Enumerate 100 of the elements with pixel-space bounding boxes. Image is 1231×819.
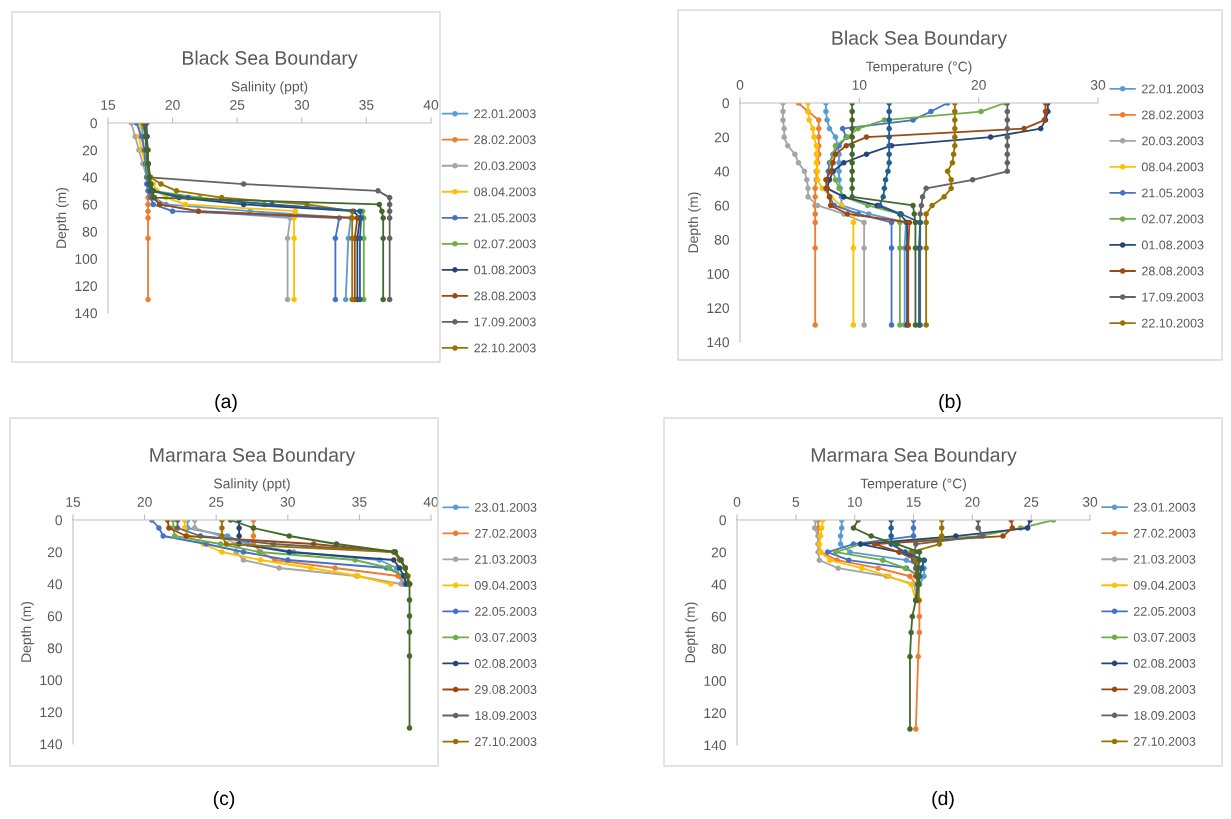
y-tick-label: 80 <box>82 226 98 237</box>
x-tick-label: 30 <box>1090 80 1106 90</box>
x-tick-label: 35 <box>352 497 367 507</box>
legend-label: 08.04.2003 <box>1141 162 1204 172</box>
x-tick-label: 40 <box>423 100 439 110</box>
x-tick-label: 15 <box>906 497 921 507</box>
chart-title: Black Sea Boundary <box>832 30 1008 49</box>
legend-label: 27.02.2003 <box>475 528 537 538</box>
x-tick-label: 10 <box>852 80 867 90</box>
legend-label: 27.02.2003 <box>1133 528 1196 538</box>
legend-label: 09.04.2003 <box>474 581 537 590</box>
y-tick-label: 100 <box>40 675 63 686</box>
y-tick-label: 20 <box>47 547 63 558</box>
y-tick-label: 20 <box>82 145 98 156</box>
legend-label: 29.08.2003 <box>1133 685 1196 694</box>
y-tick-label: 40 <box>714 166 730 177</box>
x-tick-label: 25 <box>1024 497 1039 507</box>
y-tick-label: 60 <box>711 611 727 622</box>
x-tick-label: 20 <box>971 80 986 90</box>
y-tick-label: 100 <box>707 269 730 279</box>
legend-label: 01.08.2003 <box>1141 240 1204 250</box>
x-axis-title: Salinity (ppt) <box>214 478 290 492</box>
x-tick-label: 25 <box>209 497 224 507</box>
legend-label: 17.09.2003 <box>1142 292 1204 302</box>
chart-title: Marmara Sea Boundary <box>150 447 356 466</box>
y-tick-label: 140 <box>40 739 63 750</box>
x-tick-label: 30 <box>1082 497 1098 507</box>
legend-label: 17.09.2003 <box>474 317 536 327</box>
y-tick-label: 0 <box>90 118 98 129</box>
y-tick-label: 100 <box>704 676 727 686</box>
y-tick-label: 20 <box>711 547 727 558</box>
legend-label: 03.07.2003 <box>1133 632 1196 642</box>
chart-title: Black Sea Boundary <box>183 50 358 69</box>
y-axis-title: Depth (m) <box>20 601 34 662</box>
legend-label: 28.02.2003 <box>474 135 536 145</box>
y-tick-label: 80 <box>714 234 730 245</box>
x-tick-label: 20 <box>965 497 980 507</box>
y-tick-label: 80 <box>47 643 63 654</box>
x-tick-label: 5 <box>792 497 800 507</box>
y-tick-label: 40 <box>47 579 63 590</box>
legend-label: 20.03.2003 <box>1142 136 1204 146</box>
x-tick-label: 20 <box>165 100 180 110</box>
legend-label: 18.09.2003 <box>475 711 537 720</box>
legend-label: 22.05.2003 <box>475 607 537 616</box>
x-tick-label: 40 <box>423 497 439 507</box>
x-tick-label: 15 <box>66 497 81 507</box>
legend-label: 21.03.2003 <box>1133 554 1196 564</box>
x-tick-label: 30 <box>280 497 295 507</box>
legend-label: 01.08.2003 <box>474 265 536 275</box>
y-tick-label: 120 <box>40 707 63 718</box>
legend-label: 20.03.2003 <box>474 161 536 171</box>
legend-label: 21.05.2003 <box>1142 188 1204 198</box>
chart-title: Marmara Sea Boundary <box>811 447 1017 466</box>
y-tick-label: 60 <box>47 611 63 622</box>
x-axis-title: Temperature (°C) <box>860 478 966 492</box>
x-tick-label: 0 <box>733 497 741 507</box>
legend-label: 08.04.2003 <box>474 187 536 197</box>
y-tick-label: 0 <box>55 515 63 526</box>
y-tick-label: 60 <box>714 200 730 211</box>
y-tick-label: 0 <box>719 515 727 526</box>
legend-label: 22.01.2003 <box>474 109 536 119</box>
legend-label: 02.07.2003 <box>474 239 536 249</box>
legend-label: 27.10.2003 <box>475 737 537 747</box>
x-tick-label: 10 <box>848 497 862 507</box>
y-tick-label: 100 <box>75 254 98 264</box>
x-tick-label: 20 <box>137 497 152 507</box>
y-tick-label: 140 <box>707 337 730 348</box>
x-axis-title: Salinity (ppt) <box>231 81 308 95</box>
x-tick-label: 35 <box>359 100 374 110</box>
y-axis-title: Depth (m) <box>687 192 701 253</box>
y-tick-label: 140 <box>704 740 727 751</box>
legend-label: 29.08.2003 <box>475 685 537 694</box>
y-tick-label: 40 <box>82 172 98 183</box>
y-tick-label: 120 <box>707 303 730 314</box>
text: (b) <box>939 393 961 413</box>
y-tick-label: 40 <box>711 579 727 590</box>
text: (c) <box>213 790 235 810</box>
legend-label: 22.05.2003 <box>1133 606 1196 616</box>
x-axis-title: Temperature (°C) <box>865 61 972 75</box>
x-tick-label: 0 <box>736 80 744 90</box>
legend-label: 22.10.2003 <box>474 343 536 353</box>
legend-label: 18.09.2003 <box>1134 711 1196 720</box>
legend-label: 23.01.2003 <box>475 502 537 512</box>
legend-label: 22.10.2003 <box>1142 318 1204 328</box>
y-tick-label: 120 <box>75 281 98 292</box>
x-tick-label: 25 <box>230 100 245 110</box>
text: (a) <box>215 393 237 413</box>
legend-label: 28.02.2003 <box>1142 110 1204 120</box>
y-tick-label: 60 <box>82 199 98 210</box>
y-axis-title: Depth (m) <box>684 602 698 663</box>
y-tick-label: 80 <box>711 643 727 654</box>
legend-label: 28.08.2003 <box>1142 266 1204 276</box>
legend-label: 02.07.2003 <box>1141 214 1204 224</box>
legend-label: 23.01.2003 <box>1133 502 1196 512</box>
legend-label: 21.05.2003 <box>474 213 536 223</box>
legend-label: 02.08.2003 <box>1133 658 1196 668</box>
legend-label: 27.10.2003 <box>1133 737 1196 746</box>
x-tick-label: 30 <box>294 100 309 110</box>
x-tick-label: 15 <box>101 100 116 110</box>
legend-label: 28.08.2003 <box>474 291 536 301</box>
